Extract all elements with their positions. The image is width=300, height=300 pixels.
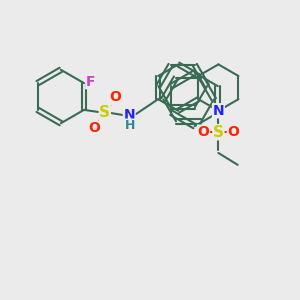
Text: S: S — [213, 125, 224, 140]
Text: O: O — [109, 90, 121, 104]
Text: H: H — [124, 119, 135, 132]
Text: O: O — [198, 125, 209, 139]
Text: F: F — [86, 75, 95, 88]
Text: N: N — [123, 108, 135, 122]
Text: N: N — [213, 104, 224, 118]
Text: O: O — [88, 121, 100, 135]
Text: O: O — [227, 125, 239, 139]
Text: S: S — [99, 105, 110, 120]
